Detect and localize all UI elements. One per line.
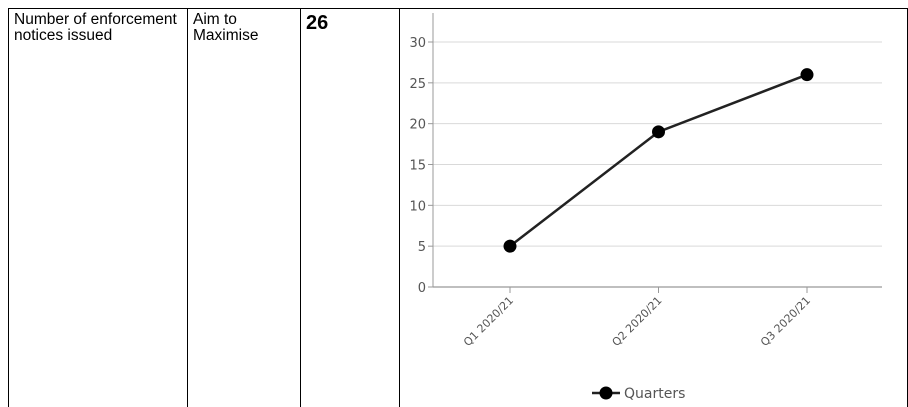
y-tick-label: 15 [409,159,426,174]
y-tick-label: 5 [418,240,426,255]
chart-series [503,68,814,253]
y-tick-label: 20 [409,118,426,133]
legend-marker [599,386,613,400]
table-left-border [8,8,9,407]
x-tick-label: Q3 2020/21 [758,294,813,349]
table-top-border [8,8,908,9]
chart-axes: 0 5 10 15 20 25 30 Q1 2020/21 Q2 2020/21 Q3 2020/… [409,13,882,349]
column-divider-3 [399,8,400,407]
y-tick-label: 30 [409,36,426,51]
data-point [800,68,814,82]
series-line [509,73,808,248]
y-tick-label: 0 [418,281,426,296]
aim-direction: Aim to Maximise [193,11,259,44]
chart-legend: Quarters [592,386,685,402]
line-chart: 0 5 10 15 20 25 30 Q1 2020/21 Q2 2020/21 Q3 2020/… [409,13,882,402]
x-tick-label: Q1 2020/21 [461,294,516,349]
data-point [503,239,517,253]
y-tick-label: 25 [409,77,426,92]
measure-name: Number of enforcement notices issued [14,11,177,44]
data-point [652,125,665,139]
x-tick-label: Q2 2020/21 [610,294,665,349]
column-divider-2 [300,8,301,407]
legend-label: Quarters [624,386,685,402]
current-value: 26 [306,12,329,34]
column-divider-1 [187,8,188,407]
chart-grid [433,41,882,247]
y-tick-label: 10 [409,199,426,214]
